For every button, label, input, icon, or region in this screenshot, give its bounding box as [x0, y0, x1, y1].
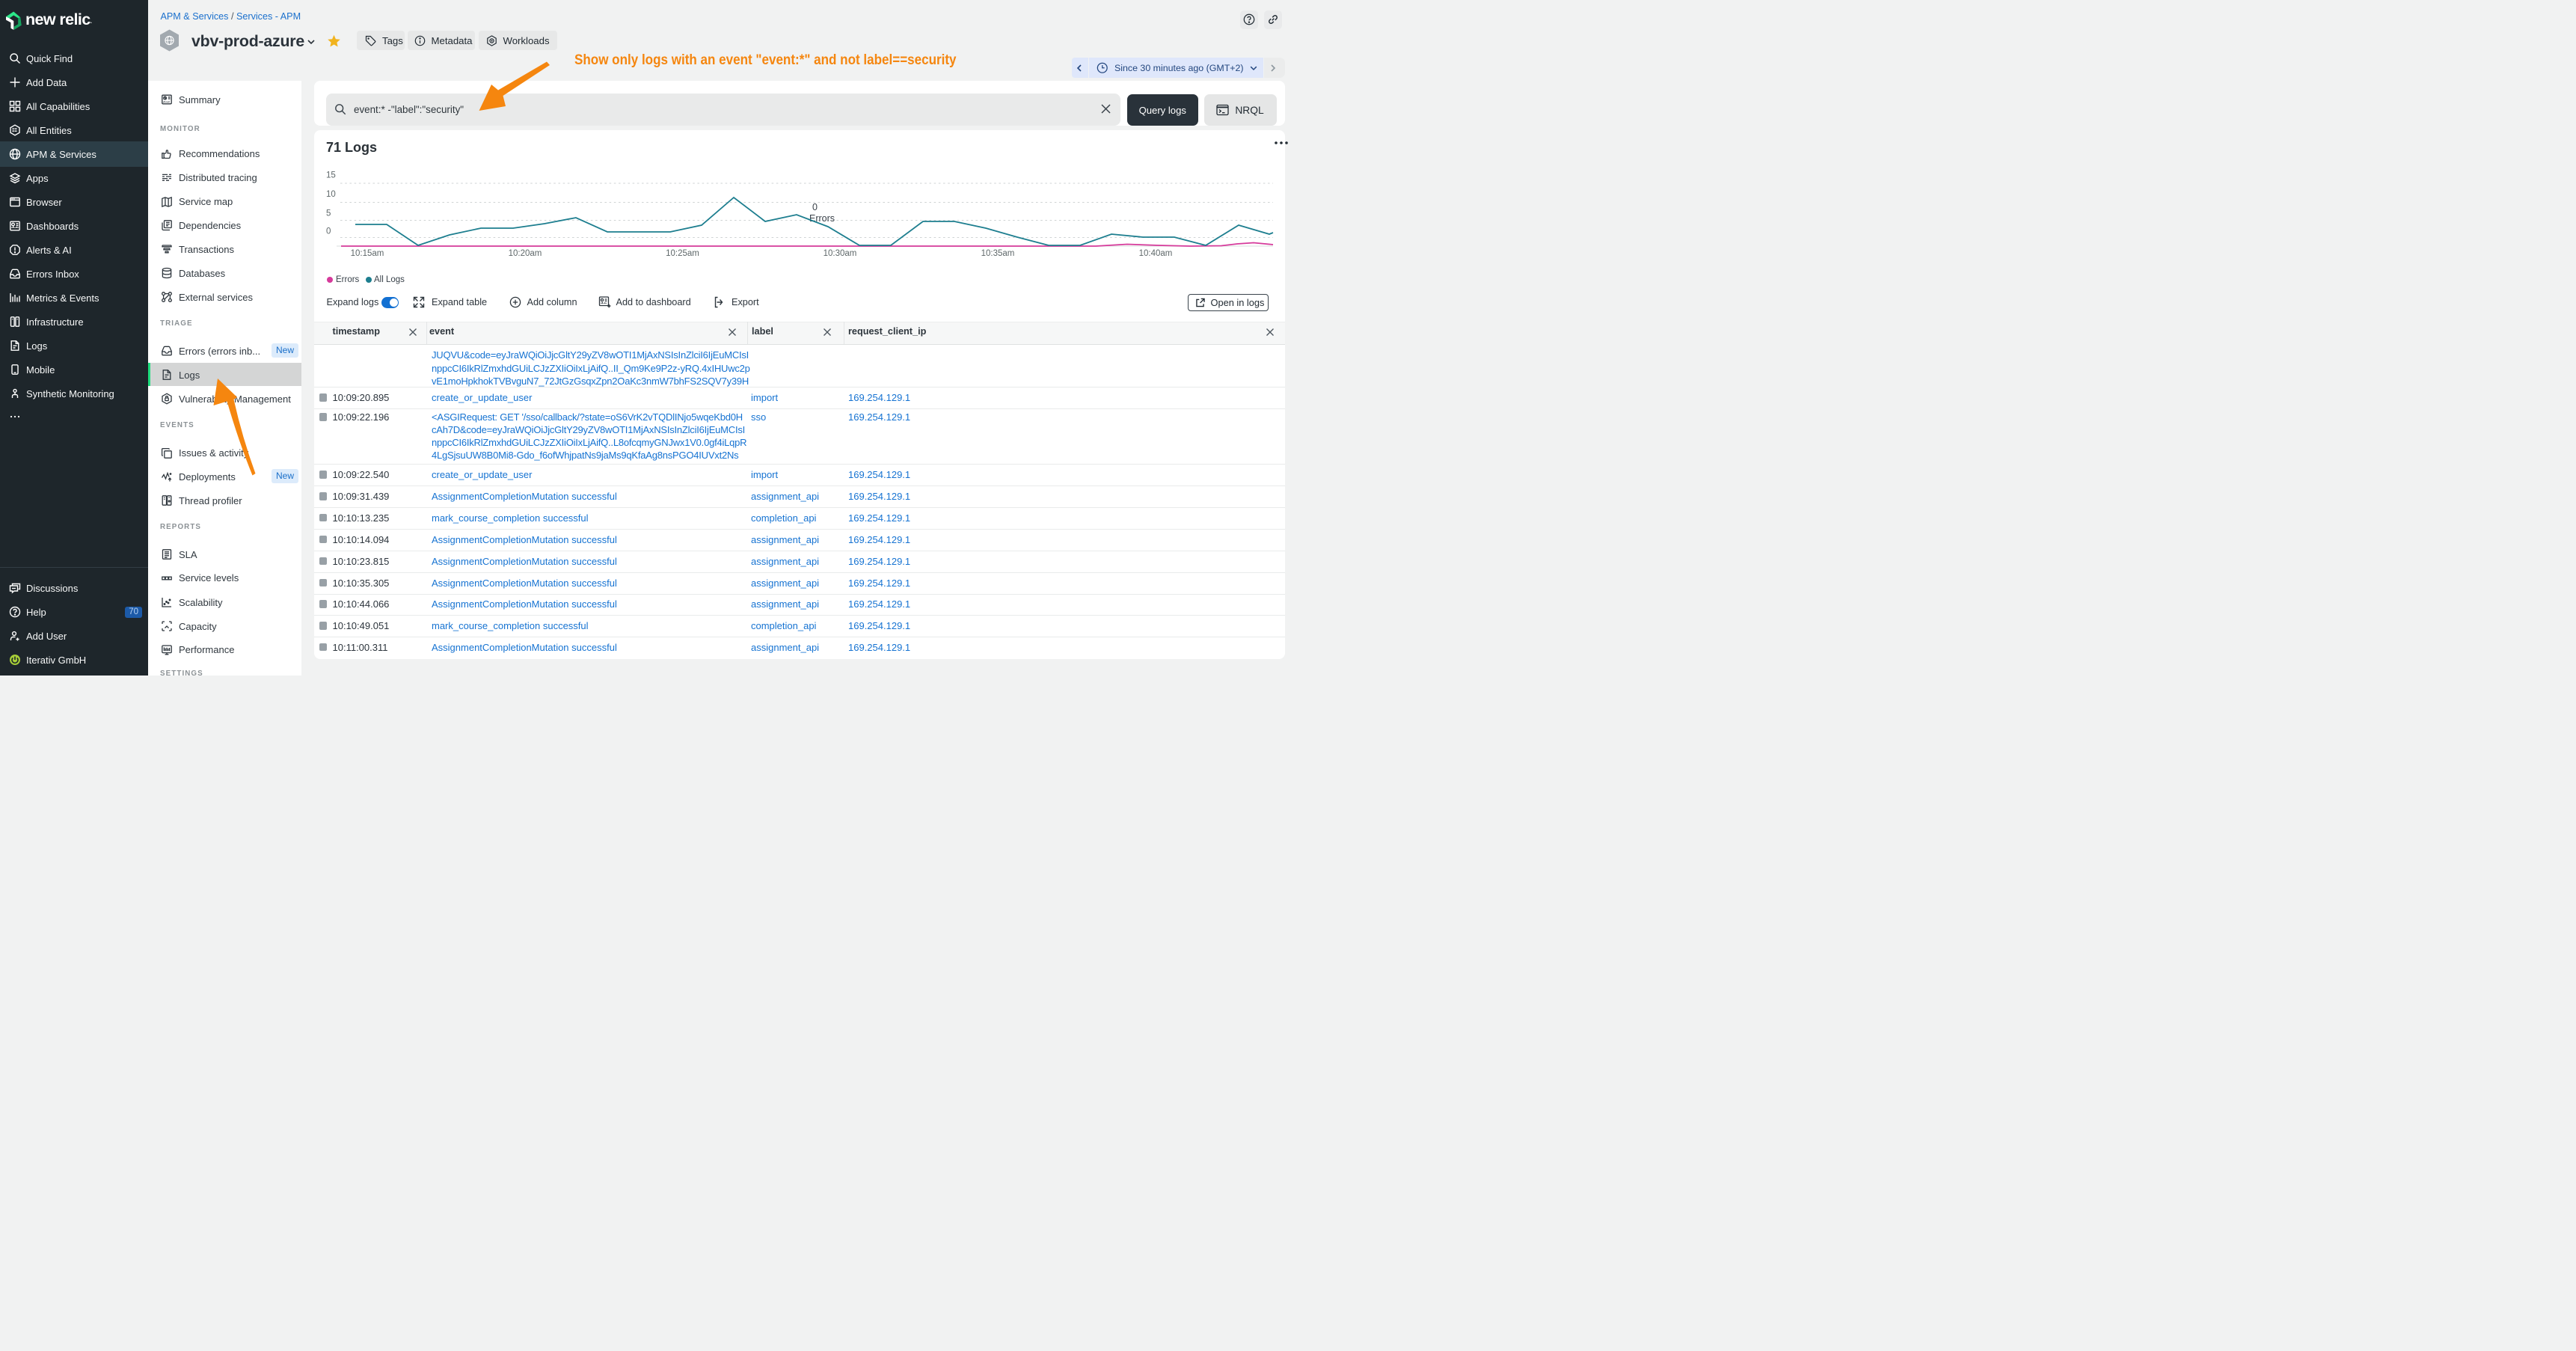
svg-text:10:35am: 10:35am	[981, 249, 1015, 258]
svg-text:10:25am: 10:25am	[666, 249, 699, 258]
svg-text:10: 10	[326, 190, 336, 199]
svg-text:10:30am: 10:30am	[824, 249, 857, 258]
svg-text:10:15am: 10:15am	[351, 249, 384, 258]
svg-text:0: 0	[812, 202, 818, 212]
svg-text:Errors: Errors	[809, 213, 835, 224]
svg-text:0: 0	[326, 227, 331, 236]
svg-text:10:40am: 10:40am	[1139, 249, 1173, 258]
svg-text:15: 15	[326, 171, 336, 180]
svg-text:10:20am: 10:20am	[509, 249, 542, 258]
svg-text:5: 5	[326, 209, 331, 218]
